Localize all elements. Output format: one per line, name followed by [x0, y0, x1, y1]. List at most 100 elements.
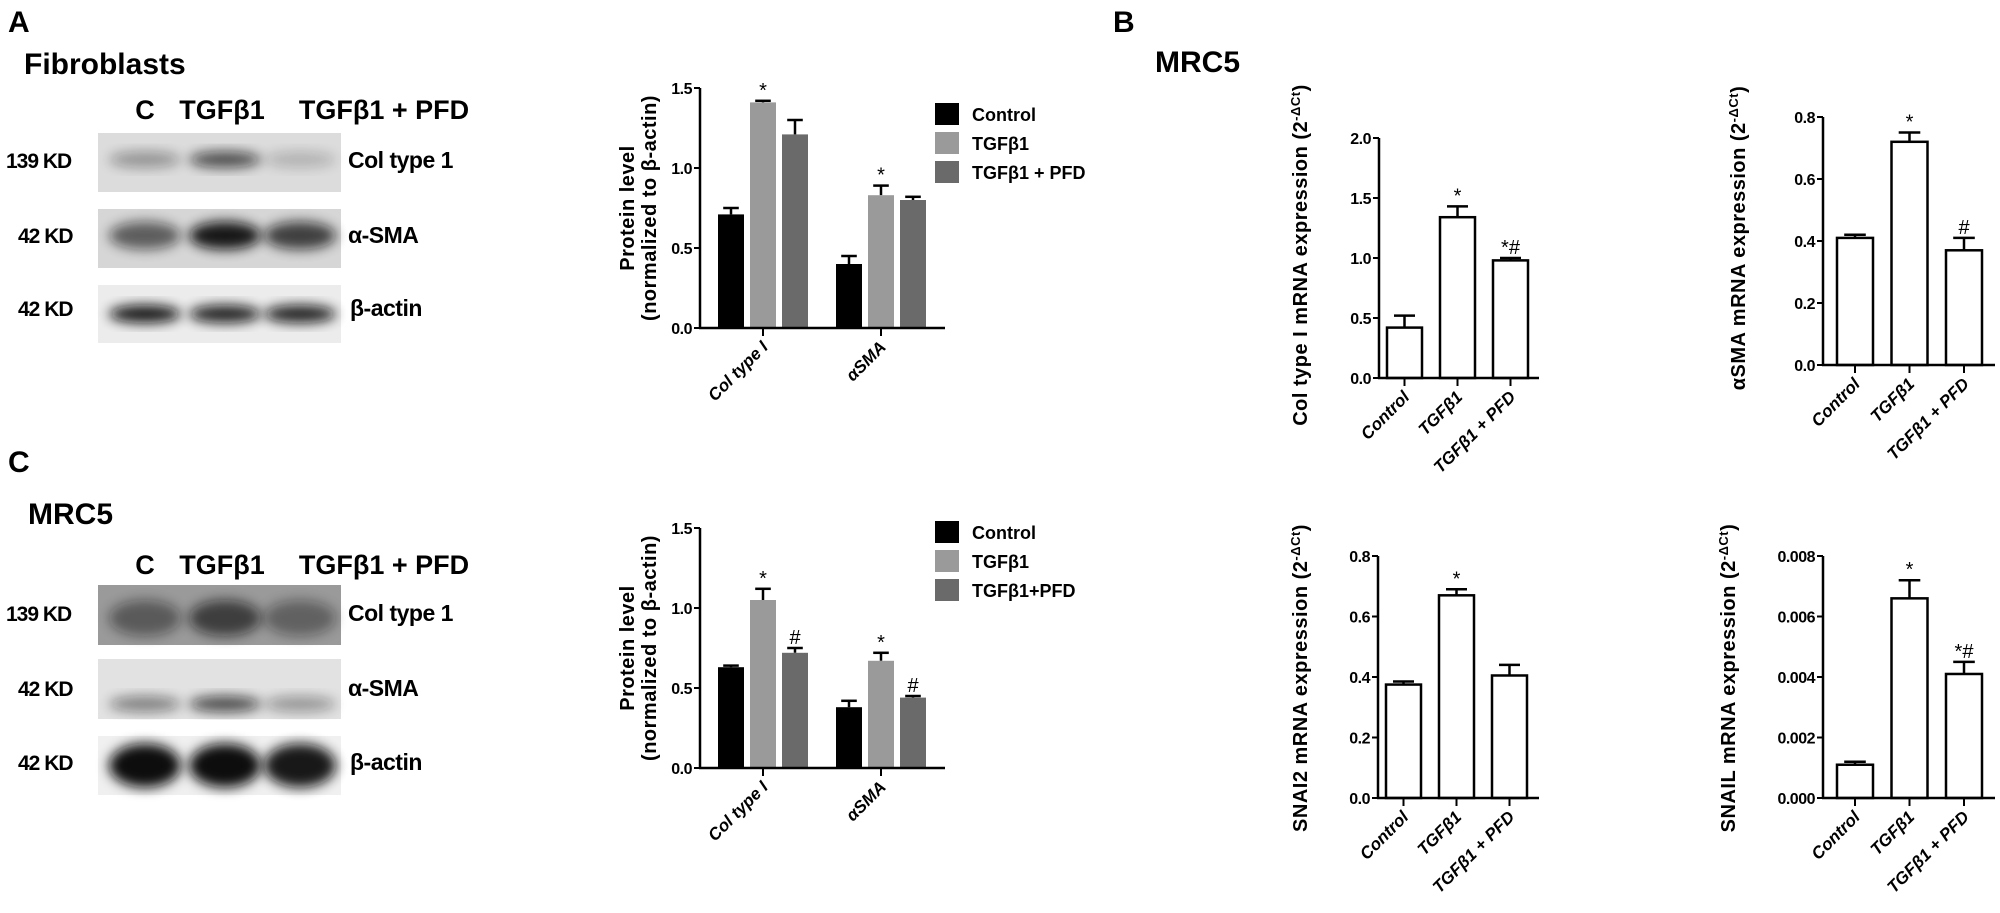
y-axis-label-superscript: -ΔCt [1726, 93, 1741, 123]
bar [836, 264, 862, 328]
bar [750, 102, 776, 329]
panel-label-a: A [8, 6, 30, 39]
y-tick-label: 0.0 [671, 761, 692, 778]
protein-band [264, 305, 336, 323]
protein-band [109, 600, 181, 636]
kd-label: 139 KD [6, 603, 72, 626]
y-tick-label: 0.8 [1349, 549, 1370, 566]
y-tick-label: 0.0 [1349, 791, 1370, 808]
lane-label: TGFβ1 + PFD [299, 95, 469, 125]
legend-swatch [935, 132, 959, 154]
y-tick-label: 0.5 [1350, 311, 1371, 328]
fibroblast-western-blot: C TGFβ1 TGFβ1 + PFD 139 KD 42 KD 42 KD C… [6, 95, 469, 343]
kd-label: 42 KD [18, 225, 73, 248]
bar [750, 600, 776, 768]
y-tick-label: 0.0 [1794, 358, 1815, 375]
y-axis-label: Col type I mRNA expression (2-ΔCt) [1288, 84, 1313, 426]
significance-marker: # [907, 675, 919, 697]
bar [782, 652, 808, 768]
y-tick-label: 0.2 [1349, 731, 1370, 748]
protein-band [264, 743, 336, 788]
y-tick-label: 0.4 [1794, 234, 1815, 251]
bar [1944, 249, 1984, 367]
y-tick-label: 0.0 [1350, 371, 1371, 388]
significance-marker: # [789, 627, 801, 649]
bar [836, 707, 862, 768]
lane-label: C [135, 95, 155, 125]
bar [868, 195, 894, 328]
protein-band [264, 600, 336, 636]
x-tick-label: Control [1357, 386, 1414, 443]
protein-band [109, 305, 181, 323]
bar [1491, 259, 1530, 380]
y-axis-label: SNAI2 mRNA expression (2-ΔCt) [1288, 524, 1313, 832]
protein-band [109, 221, 181, 250]
y-tick-label: 0.000 [1777, 791, 1815, 808]
y-tick-label: 1.5 [1350, 191, 1371, 208]
x-tick-label: αSMA [842, 777, 890, 825]
panel-label-c: C [8, 446, 30, 479]
protein-band [189, 305, 261, 323]
bar [1835, 763, 1875, 800]
protein-band [189, 600, 261, 636]
y-tick-label: 1.5 [671, 521, 692, 538]
legend-label: Control [972, 523, 1036, 543]
significance-marker: * [877, 165, 885, 187]
x-tick-label: Control [1356, 806, 1413, 863]
bar [900, 697, 926, 768]
significance-marker: * [759, 80, 767, 102]
legend-swatch [935, 579, 959, 601]
y-tick-label: 0.4 [1349, 670, 1370, 687]
y-axis-label: SNAIL mRNA expression (2-ΔCt) [1716, 524, 1741, 833]
bar [782, 134, 808, 328]
protein-band [189, 151, 261, 168]
y-tick-label: 0.6 [1349, 610, 1370, 627]
x-tick-label: Col type I [704, 336, 772, 404]
y-tick-label: 0.002 [1777, 731, 1815, 748]
protein-label: β-actin [350, 749, 422, 775]
significance-marker: # [1958, 217, 1970, 239]
protein-band [264, 696, 336, 712]
significance-marker: *# [1955, 641, 1975, 663]
protein-band [189, 221, 261, 250]
y-axis-label-end: ) [1718, 524, 1740, 531]
legend-swatch [935, 521, 959, 543]
y-tick-label: 0.004 [1777, 670, 1815, 687]
significance-marker: * [877, 632, 885, 654]
mrc5-western-blot: C TGFβ1 TGFβ1 + PFD 139 KD 42 KD 42 KD C… [6, 550, 469, 795]
kd-label: 42 KD [18, 298, 73, 321]
bar [1890, 140, 1929, 367]
kd-label: 42 KD [18, 752, 73, 775]
significance-marker: * [1906, 559, 1914, 581]
y-axis-label-end: ) [1290, 84, 1312, 91]
chart-snail-mrna: * *# 0.000 0.002 0.004 0.006 0.008 Control TGFβ1… [1716, 524, 1995, 897]
significance-marker: * [1454, 185, 1462, 207]
y-tick-label: 0.006 [1777, 610, 1815, 627]
x-tick-label: Col type I [704, 776, 772, 844]
bar [1890, 597, 1929, 800]
significance-marker: *# [1501, 237, 1521, 259]
legend-label: TGFβ1 [972, 552, 1029, 572]
mrc5-blot-title: MRC5 [28, 498, 113, 531]
legend-label: TGFβ1 + PFD [972, 163, 1086, 183]
bar [718, 214, 744, 328]
y-axis-label-main: SNAIL mRNA expression (2 [1718, 560, 1740, 832]
legend-label: Control [972, 105, 1036, 125]
bar [1438, 215, 1477, 380]
legend-swatch [935, 550, 959, 572]
y-axis-label-main: Col type I mRNA expression (2 [1290, 121, 1312, 426]
y-tick-label: 0.6 [1794, 172, 1815, 189]
protein-band [109, 151, 181, 168]
protein-band [109, 743, 181, 788]
x-tick-label: TGFβ1 [1867, 807, 1919, 859]
protein-band [264, 151, 336, 168]
chart-mrc5-protein: * # * #0.0 0.5 1.0 1.5 Col type I αSMA Protein le… [617, 521, 1076, 845]
kd-label: 139 KD [6, 150, 72, 173]
lane-label: TGFβ1 + PFD [299, 550, 469, 580]
legend-swatch [935, 161, 959, 183]
y-axis-label-end: ) [1728, 86, 1750, 93]
y-axis-label-main: αSMA mRNA expression (2 [1728, 122, 1750, 390]
lane-label: TGFβ1 [179, 95, 264, 125]
